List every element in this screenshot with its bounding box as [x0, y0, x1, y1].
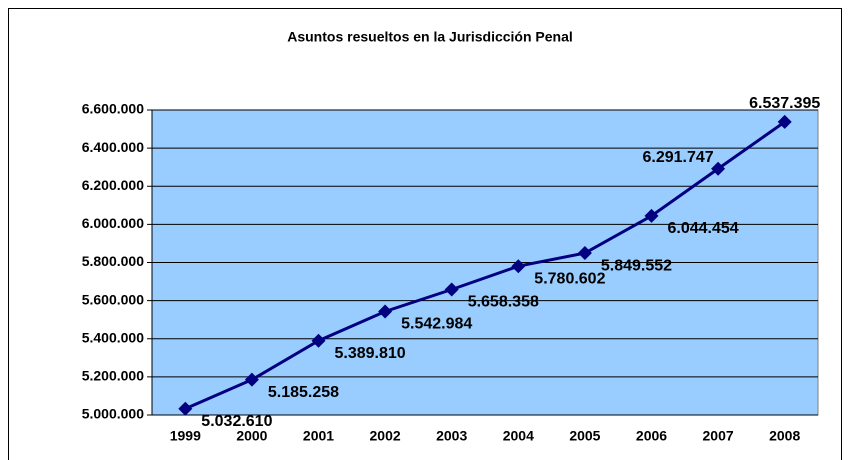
y-tick-label: 5.400.000	[82, 329, 144, 345]
x-tick-label: 2001	[303, 428, 334, 444]
y-tick-label: 6.400.000	[82, 139, 144, 155]
y-tick-label: 6.600.000	[82, 101, 144, 117]
y-tick-label: 5.600.000	[82, 291, 144, 307]
x-tick-label: 2006	[636, 428, 667, 444]
y-tick-label: 5.200.000	[82, 368, 144, 384]
data-label: 5.389.810	[335, 345, 406, 362]
data-marker	[777, 114, 792, 129]
data-marker	[311, 333, 326, 348]
data-label: 5.185.258	[268, 384, 339, 401]
data-marker	[711, 161, 726, 176]
y-tick-label: 5.000.000	[82, 406, 144, 422]
x-tick-label: 2007	[703, 428, 734, 444]
data-label: 5.658.358	[468, 294, 539, 311]
x-tick-label: 2005	[569, 428, 600, 444]
data-marker	[244, 372, 259, 387]
x-tick-label: 2004	[503, 428, 534, 444]
data-label: 6.044.454	[668, 220, 739, 237]
chart-title: Asuntos resueltos en la Jurisdicción Pen…	[287, 29, 573, 45]
data-marker	[444, 282, 459, 297]
data-label: 5.542.984	[401, 316, 472, 333]
data-marker	[511, 259, 526, 274]
x-tick-label: 2008	[769, 428, 800, 444]
data-label: 5.032.610	[201, 413, 272, 430]
data-marker	[178, 401, 193, 416]
data-label: 5.849.552	[601, 257, 672, 274]
y-tick-label: 6.200.000	[82, 177, 144, 193]
x-tick-label: 2002	[370, 428, 401, 444]
data-label: 6.291.747	[643, 149, 714, 166]
x-tick-label: 2000	[236, 428, 267, 444]
data-marker	[644, 208, 659, 223]
data-line	[184, 120, 786, 411]
data-marker	[577, 246, 592, 261]
y-tick-label: 6.000.000	[82, 215, 144, 231]
data-label: 6.537.395	[749, 95, 820, 112]
data-label: 5.780.602	[534, 270, 605, 287]
x-tick-label: 2003	[436, 428, 467, 444]
y-tick-label: 5.800.000	[82, 253, 144, 269]
data-marker	[378, 304, 393, 319]
x-tick-label: 1999	[170, 428, 201, 444]
